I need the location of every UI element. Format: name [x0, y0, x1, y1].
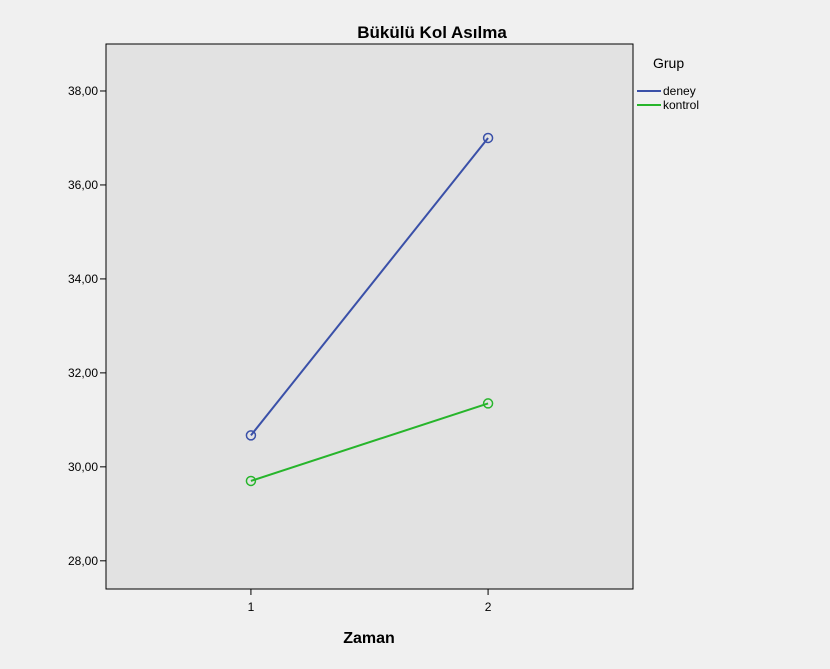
legend-title: Grup: [653, 55, 684, 71]
y-tick-label: 34,00: [68, 272, 98, 286]
y-tick-label: 32,00: [68, 366, 98, 380]
chart-title: Bükülü Kol Asılma: [357, 23, 507, 42]
series-line-kontrol: [250, 402, 489, 482]
data-point-deney: [482, 132, 494, 144]
data-point-kontrol: [245, 475, 257, 487]
x-axis-label: Zaman: [343, 630, 395, 647]
legend-label-deney: deney: [663, 84, 696, 98]
data-point-deney: [245, 430, 257, 441]
x-tick-label: 1: [248, 600, 255, 614]
y-tick-label: 30,00: [68, 460, 98, 474]
series-layer: [245, 132, 494, 487]
series-line-deney: [250, 137, 489, 436]
y-tick-label: 28,00: [68, 554, 98, 568]
y-tick-label: 38,00: [68, 84, 98, 98]
y-axis: 28,00 30,00 32,00 34,00 36,00 38,00: [68, 84, 106, 568]
plot-area: [105, 43, 634, 590]
x-tick-label: 2: [485, 600, 492, 614]
data-point-kontrol: [482, 398, 494, 409]
legend-label-kontrol: kontrol: [663, 98, 699, 112]
y-tick-label: 36,00: [68, 178, 98, 192]
